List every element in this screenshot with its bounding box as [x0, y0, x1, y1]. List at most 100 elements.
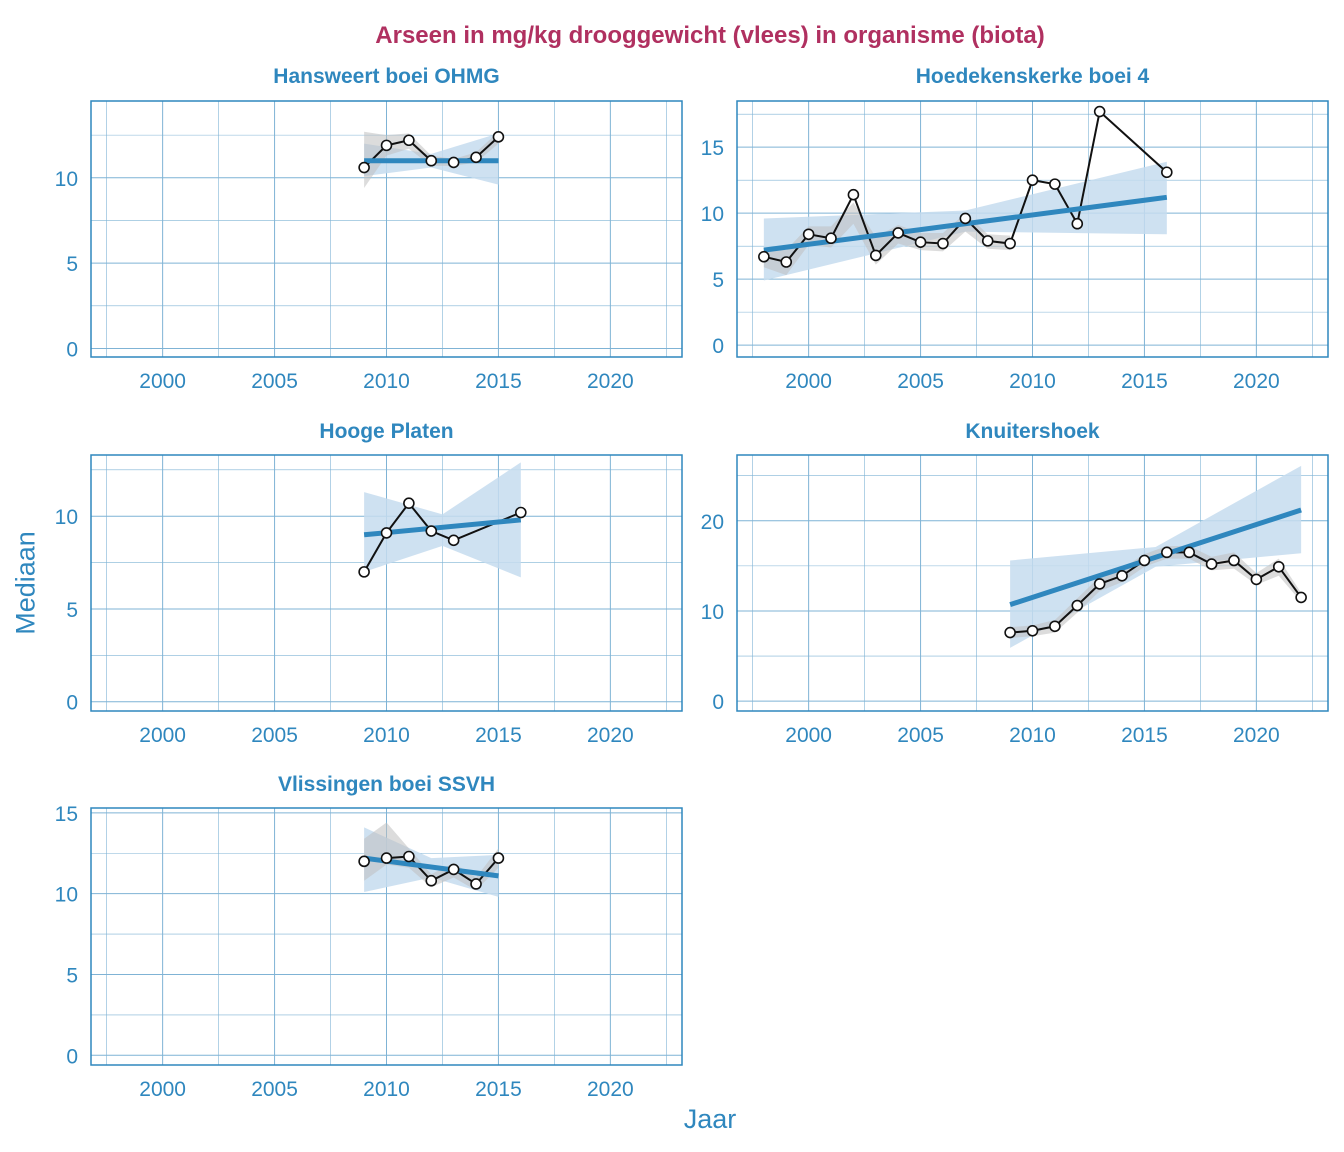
x-tick-label: 2010	[1009, 724, 1056, 747]
data-point	[470, 878, 482, 890]
data-point	[1004, 626, 1016, 639]
data-point	[358, 161, 370, 174]
panel-knuitershoek: 2000 2005 2010 2015 2020 0 10 20	[701, 454, 1329, 747]
data-point	[1071, 599, 1084, 612]
smooth-confidence-band	[763, 202, 1011, 276]
y-tick-label: 0	[66, 338, 78, 361]
y-tick-label: 10	[701, 601, 724, 624]
data-point	[1250, 573, 1263, 586]
panel-hooge-platen: 2000 2005 2010 2015 2020 0 5 10	[55, 454, 683, 747]
data-point	[959, 212, 972, 225]
panel-title-vlissingen: Vlissingen boei SSVH	[277, 773, 496, 796]
panel-frame	[90, 100, 683, 358]
y-tick-label: 10	[55, 506, 78, 529]
figure-title: Arseen in mg/kg drooggewicht (vlees) in …	[375, 22, 1045, 49]
data-point	[937, 237, 949, 250]
data-point	[403, 134, 415, 147]
data-point	[492, 131, 505, 143]
data-point	[1093, 578, 1106, 590]
x-tick-label: 2015	[1121, 724, 1168, 747]
y-tick-label: 0	[712, 335, 724, 358]
data-point	[447, 156, 460, 169]
y-tick-label: 5	[66, 599, 78, 622]
data-point	[1093, 105, 1106, 118]
x-tick-label: 2000	[785, 724, 832, 747]
data-point	[892, 227, 904, 239]
x-tick-label: 2005	[251, 370, 298, 393]
data-point	[425, 525, 438, 537]
data-point	[403, 497, 415, 510]
x-tick-label: 2010	[363, 1078, 410, 1101]
data-point	[802, 228, 815, 241]
data-point	[1004, 237, 1016, 250]
x-tick-label: 2000	[785, 370, 832, 393]
x-tick-label: 2015	[475, 370, 522, 393]
x-tick-label: 2000	[139, 724, 186, 747]
x-tick-label: 2015	[475, 724, 522, 747]
x-tick-label: 2020	[587, 1078, 634, 1101]
data-point	[358, 855, 370, 868]
y-tick-label: 0	[66, 1045, 78, 1068]
panel-frame	[90, 454, 683, 712]
data-point	[914, 236, 927, 248]
data-point	[1295, 591, 1307, 604]
data-point	[492, 852, 505, 864]
data-point	[1049, 620, 1061, 633]
panel-title-hooge-platen: Hooge Platen	[319, 420, 454, 443]
y-tick-label: 10	[701, 203, 724, 226]
data-point	[380, 852, 393, 864]
data-point	[1228, 554, 1240, 567]
data-point	[1026, 624, 1039, 637]
x-tick-label: 2020	[1233, 724, 1280, 747]
data-point	[825, 232, 837, 245]
data-point	[1161, 166, 1173, 179]
y-axis-label: Mediaan	[10, 531, 41, 635]
y-tick-label: 5	[712, 269, 724, 292]
x-tick-label: 2020	[1233, 370, 1280, 393]
x-tick-label: 2000	[139, 1078, 186, 1101]
x-tick-label: 2020	[587, 370, 634, 393]
y-tick-label: 15	[55, 803, 78, 826]
y-tick-label: 5	[66, 253, 78, 276]
x-tick-label: 2010	[1009, 370, 1056, 393]
x-tick-label: 2005	[897, 370, 944, 393]
data-point	[780, 256, 793, 268]
x-axis-label: Jaar	[683, 1104, 737, 1134]
data-point	[358, 566, 370, 578]
data-point	[981, 235, 994, 247]
x-tick-label: 2015	[1121, 370, 1168, 393]
data-point	[380, 139, 393, 152]
panel-title-hansweert: Hansweert boei OHMG	[273, 65, 500, 88]
panel-vlissingen: 2000 2005 2010 2015 2020 0 5 10 15	[55, 803, 683, 1101]
data-point	[1116, 569, 1128, 582]
x-tick-label: 2015	[475, 1078, 522, 1101]
data-point	[425, 874, 438, 887]
y-tick-label: 10	[55, 884, 78, 907]
data-point	[869, 249, 882, 262]
series-line	[363, 501, 522, 573]
data-point	[758, 250, 770, 263]
x-tick-label: 2005	[251, 1078, 298, 1101]
data-point	[1026, 174, 1039, 186]
trend-confidence-band	[364, 462, 521, 578]
panel-hoedekenskerke: 2000 2005 2010 2015 2020 0 5 10 15	[701, 100, 1329, 393]
data-point	[847, 188, 860, 201]
data-point	[1272, 560, 1285, 573]
data-point	[1161, 546, 1173, 559]
data-point	[1049, 178, 1061, 190]
data-point	[515, 506, 527, 519]
y-tick-label: 0	[712, 691, 724, 714]
panel-frame	[736, 454, 1329, 712]
data-point	[403, 850, 415, 863]
data-point	[447, 863, 460, 876]
trend-line	[1009, 507, 1302, 608]
x-tick-label: 2010	[363, 724, 410, 747]
x-tick-label: 2020	[587, 724, 634, 747]
y-tick-label: 0	[66, 692, 78, 715]
data-point	[470, 151, 482, 164]
y-tick-label: 20	[701, 511, 724, 534]
data-point	[1183, 546, 1196, 559]
x-tick-label: 2005	[897, 724, 944, 747]
